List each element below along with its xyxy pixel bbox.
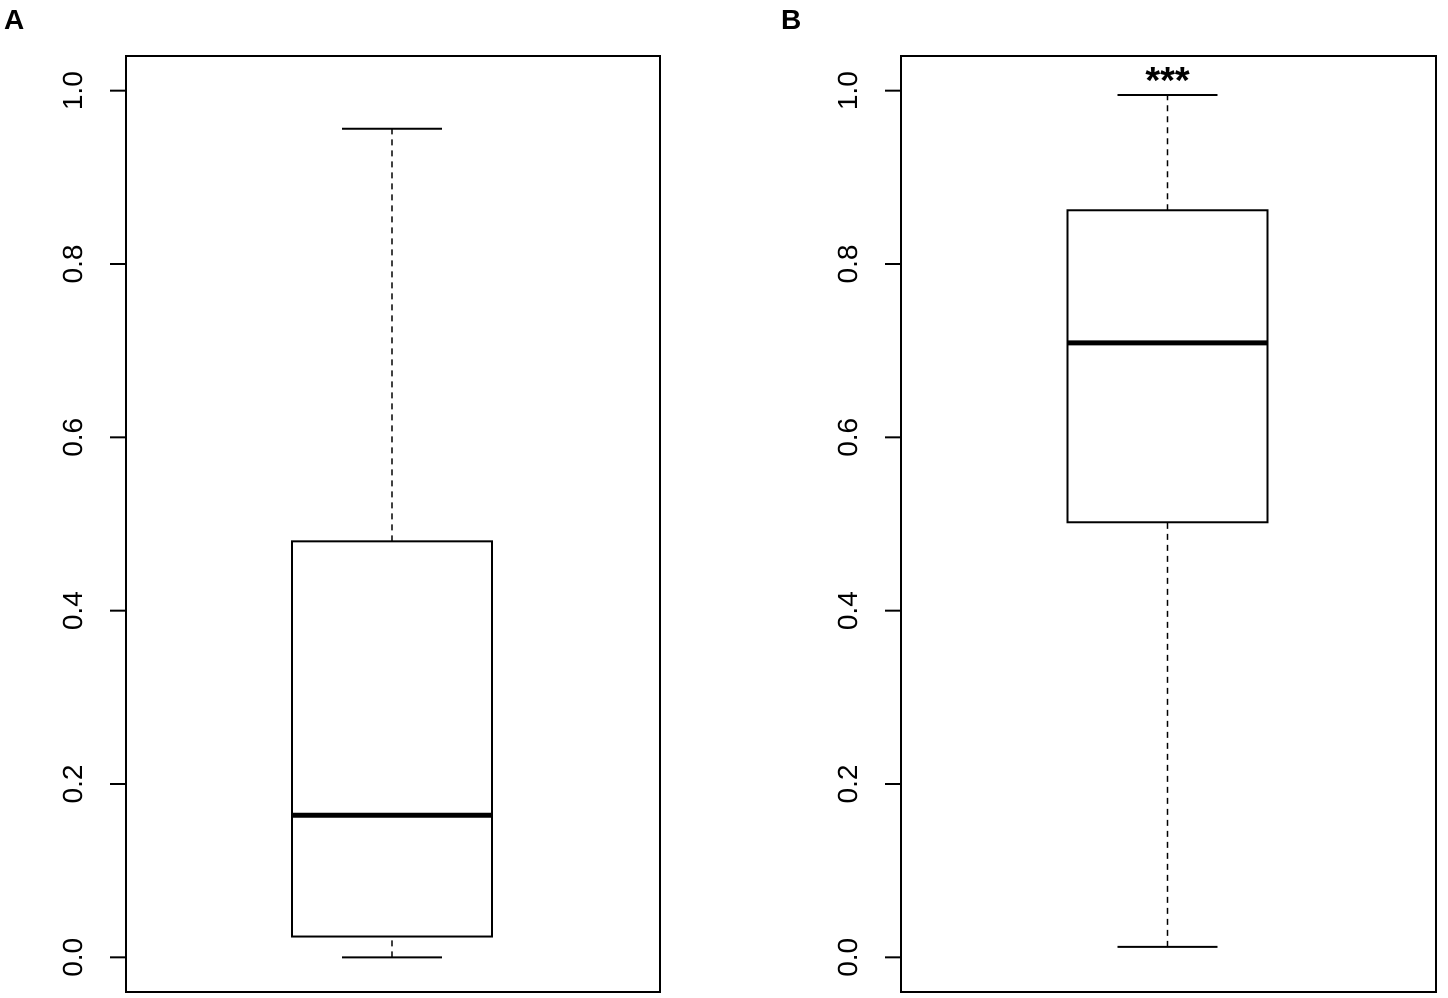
annotation: *** [1145,60,1190,102]
box [291,540,493,938]
y-tick-label: 0.2 [57,765,88,804]
y-tick-label: 0.8 [832,245,863,284]
y-tick-label: 0.2 [832,765,863,804]
y-tick-label: 0.8 [57,245,88,284]
plot-frame [900,55,1437,993]
y-tick-label: 0.4 [57,591,88,630]
panel-label: A [4,4,24,35]
y-tick-label: 1.0 [57,71,88,110]
y-tick-label: 0.6 [57,418,88,457]
y-tick-label: 0.0 [832,938,863,977]
box [1066,209,1269,524]
y-tick-label: 0.4 [832,591,863,630]
panel-label: B [781,4,801,35]
y-tick-label: 0.0 [57,938,88,977]
y-tick-label: 1.0 [832,71,863,110]
y-tick-label: 0.6 [832,418,863,457]
plot-frame [125,55,661,993]
